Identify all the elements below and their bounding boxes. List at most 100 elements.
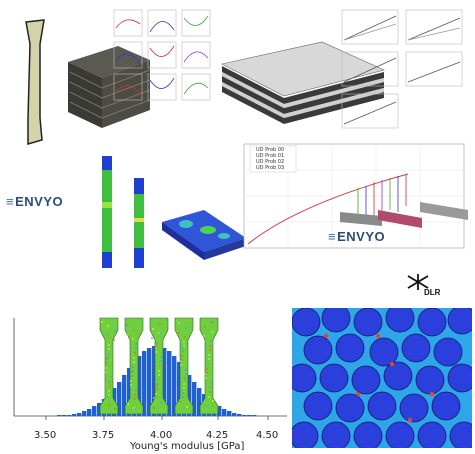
stress-hotspot: [407, 417, 413, 423]
histogram-bar: [127, 368, 132, 416]
histogram-bar: [232, 413, 237, 416]
specimen-field-dot: [205, 377, 207, 379]
specimen-field-dot: [151, 337, 153, 339]
histogram-bar: [147, 348, 152, 416]
top-right-plots: [341, 9, 463, 129]
specimen-field-dot: [209, 345, 211, 347]
histogram-bar: [217, 406, 222, 416]
fibre-cross-section: [335, 333, 365, 363]
specimen-point-clouds: [340, 202, 468, 228]
specimen-field-dot: [181, 359, 183, 361]
specimen-field-dot: [130, 384, 132, 386]
dogbone-specimen: [124, 317, 144, 415]
laminate-stack-illustration: [221, 41, 385, 124]
fibre-cross-section: [417, 421, 447, 448]
specimen-field-dot: [209, 391, 211, 393]
histogram-bar: [67, 415, 72, 416]
specimen-field-dot: [126, 334, 128, 336]
specimen-field-dot: [127, 403, 129, 405]
specimen-field-dot: [186, 406, 188, 408]
specimen-field-dot: [179, 401, 181, 403]
specimen-field-dot: [187, 397, 189, 399]
specimen-field-dot: [134, 394, 136, 396]
specimen-field-dot: [183, 383, 185, 385]
specimen-field-dot: [183, 387, 185, 389]
dlr-logo-text: DLR: [424, 288, 441, 297]
specimen-field-dot: [152, 328, 154, 330]
fem-plate-model: [162, 210, 246, 260]
specimen-field-dot: [108, 404, 110, 406]
specimen-field-dot: [153, 407, 155, 409]
histogram-bar: [172, 356, 177, 416]
specimen-field-dot: [135, 389, 137, 391]
histogram-bar: [87, 409, 92, 416]
specimen-field-dot: [159, 323, 161, 325]
fibre-cross-section: [321, 308, 351, 333]
specimen-field-dot: [108, 390, 110, 392]
specimen-field-dot: [113, 339, 115, 341]
fibre-cross-section: [353, 421, 383, 448]
specimen-field-dot: [132, 370, 134, 372]
x-tick-label: 3.50: [34, 430, 57, 441]
small-plots-grid: [113, 9, 211, 101]
histogram-bar: [247, 415, 252, 416]
specimen-field-dot: [182, 350, 184, 352]
specimen-field-dot: [208, 358, 210, 360]
fibre-cross-section: [292, 363, 317, 393]
specimen-field-dot: [133, 357, 135, 359]
specimen-field-dot: [135, 347, 137, 349]
fibre-cross-section: [292, 308, 321, 337]
fibre-cross-section: [433, 337, 463, 367]
fibre-cross-section: [367, 391, 397, 421]
specimen-field-dot: [107, 325, 109, 327]
specimen-field-dot: [130, 380, 132, 382]
histogram-bar: [117, 382, 122, 416]
dlr-logo-icon: [407, 274, 429, 290]
fibre-cross-section: [449, 421, 472, 448]
stress-hotspot: [355, 391, 361, 397]
specimen-field-dot: [210, 382, 212, 384]
specimen-field-dot: [178, 322, 180, 324]
specimen-field-dot: [204, 326, 206, 328]
histogram-bar: [197, 388, 202, 416]
fibre-cross-section: [401, 333, 431, 363]
dogbone-specimen: [99, 317, 119, 415]
fibre-cross-section: [303, 335, 333, 365]
fibre-cross-section: [447, 308, 472, 335]
legend-entry: UD Prob 01: [256, 153, 285, 159]
specimen-field-dot: [139, 333, 141, 335]
fibre-cross-section: [383, 361, 413, 391]
fibre-cross-section: [335, 393, 365, 423]
specimen-field-dot: [206, 372, 208, 374]
specimen-field-dot: [132, 366, 134, 368]
histogram-bar: [187, 375, 192, 416]
fibre-cross-section: [353, 308, 383, 337]
specimen-field-dot: [203, 335, 205, 337]
histogram-bar: [177, 362, 182, 416]
specimen-field-dot: [156, 388, 158, 390]
histogram-bar: [152, 346, 157, 416]
specimen-field-dot: [183, 341, 185, 343]
dogbone-specimen: [149, 317, 169, 415]
specimen-field-dot: [183, 345, 185, 347]
specimen-field-dot: [132, 338, 134, 340]
histogram-bar: [167, 351, 172, 416]
specimen-field-dot: [157, 379, 159, 381]
envyo-logo-text: ENVYO: [15, 194, 64, 209]
specimen-field-dot: [211, 331, 213, 333]
histogram-bar: [122, 375, 127, 416]
specimen-field-dot: [158, 370, 160, 372]
specimen-field-dot: [134, 398, 136, 400]
specimen-field-dot: [208, 354, 210, 356]
stress-plot-legend: UD Prob 00 UD Prob 01 UD Prob 02 UD Prob…: [256, 147, 284, 171]
envyo-mark-icon: ≡: [328, 229, 337, 244]
specimen-field-dot: [101, 321, 103, 323]
specimen-field-dot: [185, 327, 187, 329]
specimen-field-dot: [114, 330, 116, 332]
fibre-cross-section: [417, 308, 447, 337]
histogram-bar: [142, 351, 147, 416]
legend-entry: UD Prob 00: [256, 147, 285, 153]
histogram-x-axis-title: Young's modulus [GPa]: [130, 441, 245, 452]
specimen-field-dot: [133, 407, 135, 409]
specimen-field-dot: [105, 367, 107, 369]
